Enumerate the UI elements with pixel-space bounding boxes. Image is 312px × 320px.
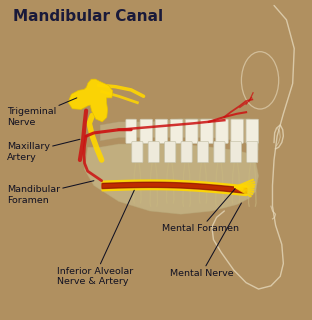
Polygon shape — [85, 144, 259, 214]
Polygon shape — [100, 119, 259, 150]
Text: Mandibular Canal: Mandibular Canal — [13, 9, 163, 24]
FancyBboxPatch shape — [247, 141, 258, 163]
FancyBboxPatch shape — [170, 119, 183, 143]
FancyBboxPatch shape — [165, 141, 176, 163]
FancyBboxPatch shape — [216, 119, 228, 143]
Polygon shape — [68, 79, 113, 122]
FancyBboxPatch shape — [230, 141, 241, 163]
FancyBboxPatch shape — [246, 119, 259, 143]
Text: Mental Nerve: Mental Nerve — [170, 203, 241, 278]
FancyBboxPatch shape — [186, 119, 198, 143]
FancyBboxPatch shape — [155, 119, 168, 143]
FancyBboxPatch shape — [132, 141, 143, 163]
FancyBboxPatch shape — [201, 119, 213, 143]
Text: Trigeminal
Nerve: Trigeminal Nerve — [7, 98, 77, 127]
Text: Inferior Alveolar
Nerve & Artery: Inferior Alveolar Nerve & Artery — [56, 190, 134, 286]
FancyBboxPatch shape — [181, 141, 192, 163]
FancyBboxPatch shape — [126, 119, 136, 143]
Text: Mandibular
Foramen: Mandibular Foramen — [7, 181, 94, 205]
FancyBboxPatch shape — [214, 141, 225, 163]
FancyBboxPatch shape — [197, 141, 209, 163]
FancyBboxPatch shape — [231, 119, 243, 143]
FancyBboxPatch shape — [140, 119, 153, 143]
FancyBboxPatch shape — [148, 141, 159, 163]
Text: Maxillary
Artery: Maxillary Artery — [7, 139, 80, 162]
Text: Mental Foramen: Mental Foramen — [162, 189, 239, 233]
